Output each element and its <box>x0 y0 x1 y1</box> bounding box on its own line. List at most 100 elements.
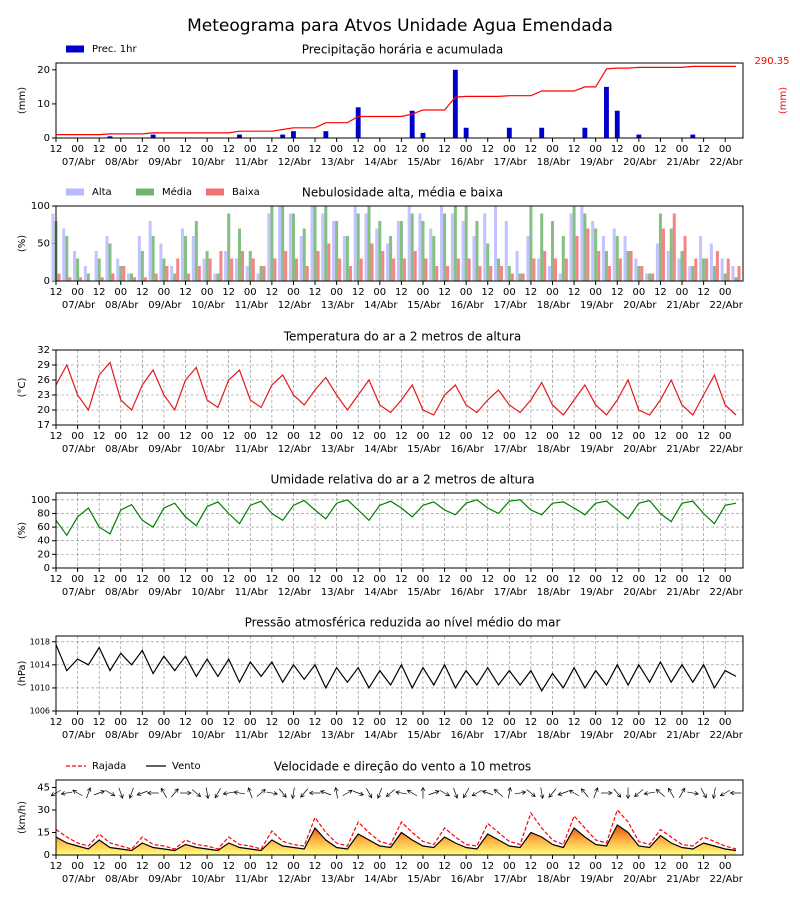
bar <box>604 86 609 138</box>
wind-arrow <box>160 787 167 798</box>
line <box>56 65 736 136</box>
x-date-label: 14/Abr <box>364 874 398 885</box>
bar <box>278 206 282 281</box>
x-tick-label: 00 <box>719 144 732 155</box>
legend-swatch <box>66 188 84 196</box>
bar <box>583 213 587 281</box>
x-tick-label: 00 <box>460 287 473 298</box>
wind-arrow <box>420 786 426 799</box>
arrow-head <box>376 794 382 799</box>
x-date-label: 22/Abr <box>709 157 743 168</box>
arrow-head <box>261 788 266 794</box>
arrow-shaft <box>129 787 134 799</box>
wind-arrow <box>205 787 210 800</box>
bar <box>550 221 555 281</box>
x-tick-label: 00 <box>460 431 473 442</box>
x-tick-label: 00 <box>632 574 645 585</box>
x-date-label: 18/Abr <box>537 300 571 311</box>
bar <box>637 266 641 281</box>
x-tick-label: 12 <box>309 144 322 155</box>
x-tick-label: 00 <box>417 574 430 585</box>
arrow-shaft <box>548 788 557 798</box>
bar <box>629 251 633 281</box>
x-tick-label: 12 <box>352 717 365 728</box>
arrow-head <box>580 788 586 793</box>
y-tick-label: 40 <box>37 536 50 547</box>
y-tick-label: 23 <box>37 390 50 401</box>
x-date-label: 14/Abr <box>364 444 398 455</box>
x-tick-label: 12 <box>525 144 538 155</box>
bar <box>108 243 112 281</box>
arrow-shaft <box>720 789 731 797</box>
arrow-shaft <box>428 790 440 796</box>
bar <box>338 258 342 281</box>
x-tick-label: 00 <box>114 144 127 155</box>
arrow-shaft <box>407 789 418 797</box>
x-date-label: 16/Abr <box>450 444 484 455</box>
y-tick-label: 100 <box>31 495 50 506</box>
arrow-shaft <box>453 787 458 799</box>
bar <box>626 251 630 281</box>
x-tick-label: 00 <box>417 287 430 298</box>
bar <box>410 213 414 281</box>
bar <box>694 258 698 281</box>
y-tick-label: 32 <box>37 345 50 356</box>
bar <box>316 251 320 281</box>
bar <box>86 273 90 281</box>
bar <box>413 251 417 281</box>
x-tick-label: 00 <box>71 574 84 585</box>
panel-title: Pressão atmosférica reduzida ao nível mé… <box>245 616 561 630</box>
bar <box>472 236 476 281</box>
bar <box>456 258 460 281</box>
bar <box>151 236 155 281</box>
plot-frame <box>55 635 744 712</box>
bar <box>702 258 706 281</box>
bar <box>582 127 588 138</box>
wind-arrow <box>539 787 545 800</box>
wind-arrow <box>493 788 503 797</box>
bar <box>140 251 144 281</box>
x-tick-label: 00 <box>201 144 214 155</box>
x-date-label: 21/Abr <box>666 444 700 455</box>
x-tick-label: 00 <box>287 574 300 585</box>
arrow-head <box>100 790 106 795</box>
wind-arrow <box>428 790 440 796</box>
arrow-shaft <box>191 789 201 797</box>
x-date-label: 18/Abr <box>537 157 571 168</box>
bar <box>162 258 166 281</box>
bar <box>543 251 547 281</box>
arrow-shaft <box>320 790 332 796</box>
x-date-label: 13/Abr <box>321 587 355 598</box>
y-tick-label: 15 <box>37 828 50 839</box>
bar <box>159 243 163 281</box>
bar <box>262 266 266 281</box>
arrow-shaft <box>644 791 656 795</box>
x-tick-label: 12 <box>50 287 63 298</box>
x-date-label: 08/Abr <box>105 300 139 311</box>
x-date-label: 07/Abr <box>62 300 96 311</box>
arrow-shaft <box>214 788 221 798</box>
arrow-shaft <box>713 787 716 799</box>
bar <box>558 273 562 281</box>
arrow-head <box>420 786 426 792</box>
wind-arrow <box>668 787 675 798</box>
y-axis-label: (°C) <box>17 378 28 398</box>
bar <box>353 206 357 281</box>
plot-frame <box>55 205 744 282</box>
wind-arrow <box>222 791 235 796</box>
bar <box>655 243 659 281</box>
bar <box>237 134 242 138</box>
arrow-head <box>247 787 252 792</box>
bar <box>561 236 565 281</box>
bar <box>680 251 684 281</box>
arrow-head <box>368 793 373 799</box>
y-tick-label: 30 <box>37 805 50 816</box>
x-tick-label: 00 <box>719 861 732 872</box>
bar <box>467 258 471 281</box>
bar <box>478 266 482 281</box>
bar <box>489 266 493 281</box>
arrow-shaft <box>205 787 209 799</box>
wind-arrow <box>580 788 589 798</box>
bar <box>119 266 123 281</box>
y-tick-label: 1014 <box>30 660 50 669</box>
